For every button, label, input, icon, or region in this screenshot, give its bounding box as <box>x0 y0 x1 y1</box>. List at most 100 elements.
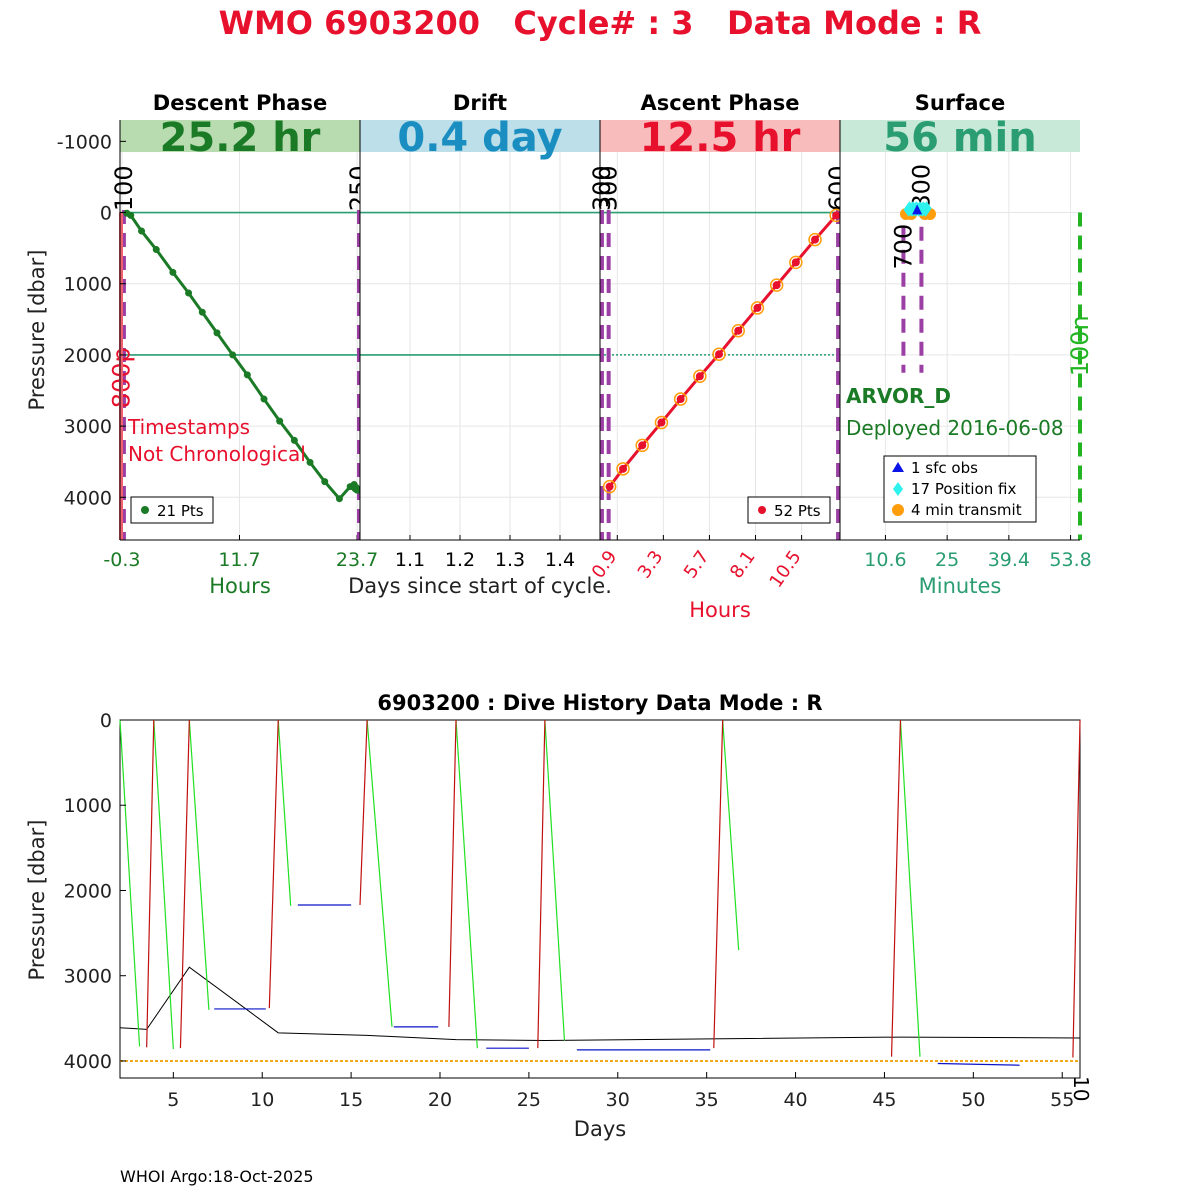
x-tick-label: 35 <box>695 1089 719 1111</box>
descent-line <box>277 719 292 906</box>
data-point <box>715 350 724 359</box>
float-model: ARVOR_D <box>846 384 951 408</box>
duration-label: 56 min <box>883 115 1036 161</box>
y-tick-label: 4000 <box>64 487 112 509</box>
surface-legend-box <box>883 455 1037 523</box>
y-tick-label: 4000 <box>64 1051 112 1073</box>
data-point <box>772 281 781 290</box>
y-tick-label: 1000 <box>64 274 112 296</box>
data-point <box>619 464 628 473</box>
x-tick-label: 23.7 <box>336 549 378 571</box>
data-point <box>638 441 647 450</box>
data-point <box>306 458 314 466</box>
legend-label: 1 sfc obs <box>911 459 978 477</box>
data-point <box>811 235 820 244</box>
y-axis-label: Pressure [dbar] <box>25 250 49 411</box>
x-axis-label: Minutes <box>919 574 1002 598</box>
data-point <box>753 303 762 312</box>
ascent-line <box>179 719 190 1049</box>
data-point <box>657 418 666 427</box>
x-tick-label: 10.5 <box>766 547 806 592</box>
x-tick-label: -0.3 <box>103 549 140 571</box>
x-tick-label: 25 <box>935 549 959 571</box>
x-tick-label: 50 <box>961 1089 985 1111</box>
marker-label: 700 <box>889 224 917 270</box>
x-tick-label: 30 <box>606 1089 630 1111</box>
x-axis-label: Hours <box>209 574 271 598</box>
x-tick-label: 5 <box>167 1089 179 1111</box>
data-point <box>832 211 841 220</box>
data-point <box>229 351 237 359</box>
legend-label: 17 Position fix <box>911 480 1016 498</box>
data-point <box>213 329 221 337</box>
data-point <box>605 482 614 491</box>
legend-marker <box>893 482 903 496</box>
history-frame <box>119 719 1081 1079</box>
data-point-halo <box>750 301 765 315</box>
data-point-halo <box>731 323 745 338</box>
descent-line <box>544 719 566 1041</box>
marker-label: 300 <box>588 165 616 211</box>
x-tick-label: 10.6 <box>864 549 906 571</box>
data-point <box>335 495 343 503</box>
legend-marker <box>892 504 904 516</box>
duration-band <box>120 120 360 153</box>
ascent-line <box>448 719 457 1027</box>
x-axis-label: Hours <box>689 598 751 622</box>
history-title: 6903200 : Dive History Data Mode : R <box>377 691 822 715</box>
data-point <box>198 308 206 316</box>
phase-title: Ascent Phase <box>641 91 800 115</box>
duration-band <box>600 120 840 153</box>
legend-label: 4 min transmit <box>911 501 1022 519</box>
data-point-halo <box>654 415 669 430</box>
descent-line <box>153 719 174 1050</box>
timestamp-note: Not Chronological <box>128 442 306 466</box>
data-point-halo <box>712 347 726 361</box>
data-point <box>127 211 135 219</box>
y-tick-label: 0 <box>100 710 112 732</box>
y-axis-label: Pressure [dbar] <box>25 820 49 981</box>
data-point-halo <box>673 392 688 406</box>
drift-line <box>937 1062 1020 1066</box>
x-tick-label: 20 <box>428 1089 452 1111</box>
x-tick-label: 8.1 <box>726 547 760 583</box>
data-point <box>152 246 160 254</box>
y-tick-label: 2000 <box>64 880 112 902</box>
data-point-halo <box>602 479 617 494</box>
data-point-halo <box>769 278 784 292</box>
marker-label: 300 <box>595 165 623 211</box>
surface-obs-point <box>912 204 923 215</box>
data-point <box>185 289 193 297</box>
data-point <box>734 326 743 335</box>
y-tick-label: -1000 <box>57 131 112 153</box>
descent-line <box>119 719 141 1047</box>
x-tick-label: 1.4 <box>545 549 575 571</box>
data-point <box>791 258 800 267</box>
descent-line <box>722 719 740 951</box>
y-tick-label: 3000 <box>64 966 112 988</box>
data-point <box>138 227 146 235</box>
dive-history-chart: 6903200 : Dive History Data Mode : R 5 10 1… <box>25 691 1093 1141</box>
marker-label: 100n <box>1066 315 1094 376</box>
x-tick-label: 10 <box>250 1089 274 1111</box>
data-point <box>350 480 358 488</box>
page-title: WMO 6903200 Cycle# : 3 Data Mode : R <box>219 4 982 42</box>
x-axis-label: Days since start of cycle. <box>348 574 612 598</box>
x-tick-label: 1.3 <box>495 549 525 571</box>
duration-label: 0.4 day <box>397 115 562 161</box>
timestamp-note: Timestamps <box>127 415 250 439</box>
data-point <box>243 371 251 379</box>
ascent-line <box>146 719 155 1048</box>
data-point <box>169 268 177 276</box>
data-point <box>260 395 268 403</box>
duration-band <box>840 120 1080 153</box>
y-tick-label: 3000 <box>64 416 112 438</box>
panel-background <box>360 120 600 540</box>
y-tick-label: 0 <box>100 203 112 225</box>
panel-background <box>600 120 840 540</box>
ascent-line <box>1072 719 1081 1058</box>
duration-label: 25.2 hr <box>160 115 321 161</box>
phase-title: Drift <box>453 91 507 115</box>
